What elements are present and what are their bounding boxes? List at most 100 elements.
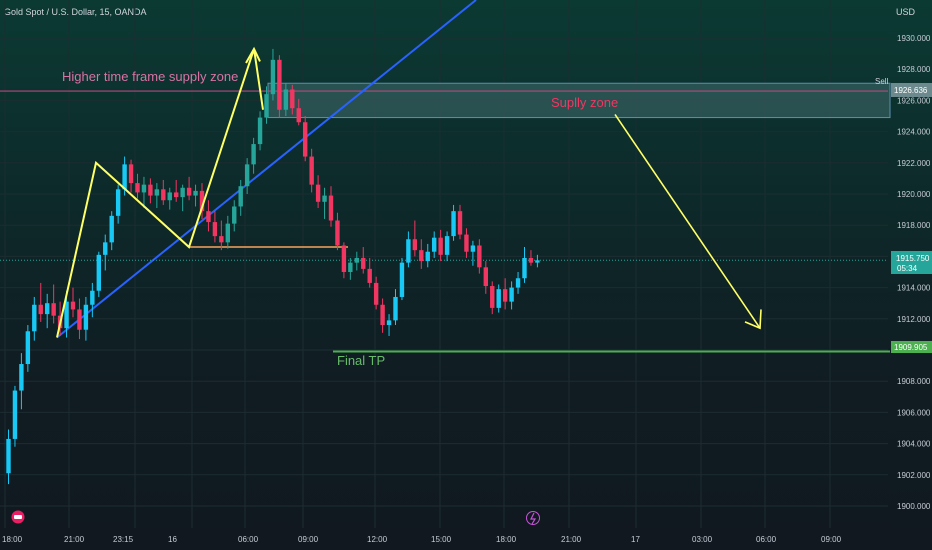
price-tick: 1906.000 bbox=[897, 408, 931, 417]
candle-body bbox=[528, 257, 534, 263]
price-tick: 1914.000 bbox=[897, 284, 931, 293]
countdown-tag: 05:34 bbox=[897, 264, 918, 273]
time-tick: 21:00 bbox=[561, 535, 582, 544]
price-tick: 1912.000 bbox=[897, 315, 931, 324]
supply-zone-rect[interactable] bbox=[267, 82, 891, 119]
candle-body bbox=[283, 89, 289, 110]
candle-body bbox=[399, 262, 405, 297]
candle-body bbox=[444, 236, 450, 255]
time-tick: 15:00 bbox=[431, 535, 452, 544]
time-tick: 09:00 bbox=[298, 535, 319, 544]
time-tick: 21:00 bbox=[64, 535, 85, 544]
candle-body bbox=[174, 192, 179, 198]
candle-body bbox=[212, 222, 218, 237]
candle-body bbox=[193, 190, 198, 196]
candle-body bbox=[477, 245, 482, 268]
candle-body bbox=[438, 237, 443, 255]
price-tick: 1926.000 bbox=[897, 96, 931, 105]
candle-body bbox=[277, 59, 282, 110]
candle-body bbox=[232, 206, 237, 224]
candle-body bbox=[315, 184, 321, 202]
candle-body bbox=[180, 187, 185, 198]
candle-body bbox=[303, 122, 308, 157]
candle-body bbox=[186, 187, 192, 196]
candle-body bbox=[290, 89, 295, 109]
price-tick: 1924.000 bbox=[897, 128, 931, 137]
candle-body bbox=[135, 183, 140, 193]
currency-label: USD bbox=[896, 7, 916, 17]
time-tick: 18:00 bbox=[496, 535, 517, 544]
trend-line[interactable] bbox=[56, 0, 477, 339]
price-tick: 1920.000 bbox=[897, 190, 931, 199]
candle-body bbox=[496, 289, 501, 308]
candle-body bbox=[483, 267, 488, 287]
current-price-tag: 1915.750 bbox=[896, 254, 930, 263]
candle-body bbox=[522, 257, 527, 279]
current-price-tag-bg bbox=[891, 251, 932, 274]
candle-body bbox=[167, 192, 172, 201]
time-tick: 03:00 bbox=[692, 535, 713, 544]
price-tick: 1922.000 bbox=[897, 159, 931, 168]
candle-body bbox=[425, 251, 430, 262]
candle-body bbox=[38, 304, 43, 315]
candle-body bbox=[535, 260, 540, 263]
candle-body bbox=[457, 211, 463, 235]
time-axis: 18:00 21:00 23:15 16 06:00 09:00 12:00 15:00 18:… bbox=[2, 535, 842, 544]
candle-body bbox=[154, 189, 160, 196]
candle-body bbox=[328, 195, 334, 221]
tp-price-tag: 1909.905 bbox=[894, 343, 928, 352]
candle-body bbox=[257, 117, 263, 145]
candle-body bbox=[270, 59, 276, 95]
candle-body bbox=[25, 331, 31, 365]
time-tick: 16 bbox=[168, 535, 177, 544]
time-tick: 23:15 bbox=[113, 535, 134, 544]
projection-arrow[interactable] bbox=[614, 113, 761, 329]
time-tick: 06:00 bbox=[238, 535, 259, 544]
candle-body bbox=[51, 303, 56, 316]
candle-body bbox=[380, 304, 385, 326]
sell-label: Sell bbox=[875, 77, 889, 86]
final-tp-label: Final TP bbox=[337, 353, 385, 368]
price-tick: 1900.000 bbox=[897, 502, 931, 511]
candle-body bbox=[251, 144, 256, 165]
time-tick: 09:00 bbox=[821, 535, 842, 544]
candle-body bbox=[406, 239, 411, 263]
candle-body bbox=[32, 304, 37, 332]
candle-body bbox=[64, 301, 69, 329]
candle-body bbox=[373, 282, 379, 305]
candle-body bbox=[103, 242, 108, 255]
candle-body bbox=[122, 164, 127, 190]
candle-body bbox=[161, 189, 166, 201]
candle-body bbox=[348, 262, 353, 272]
candle-body bbox=[19, 364, 24, 391]
lightning-icon[interactable] bbox=[526, 511, 540, 525]
price-tick: 1918.000 bbox=[897, 221, 931, 230]
candle-body bbox=[393, 296, 398, 321]
candle-body bbox=[432, 237, 437, 252]
candle-body bbox=[70, 301, 76, 310]
candle-body bbox=[296, 108, 301, 123]
candle-body bbox=[225, 223, 230, 243]
candle-body bbox=[141, 184, 147, 193]
candle-body bbox=[464, 234, 469, 252]
candle-body bbox=[451, 211, 456, 237]
time-tick: 06:00 bbox=[756, 535, 777, 544]
candle-body bbox=[77, 309, 82, 330]
candle-body bbox=[6, 438, 11, 474]
yellow-zigzag[interactable] bbox=[56, 48, 264, 338]
time-tick: 12:00 bbox=[367, 535, 388, 544]
candle-body bbox=[244, 164, 250, 187]
candle-body bbox=[45, 303, 50, 315]
candle-body bbox=[335, 220, 340, 246]
candle-body bbox=[128, 164, 134, 184]
candle-body bbox=[322, 195, 327, 202]
tradingview-logo[interactable] bbox=[11, 510, 25, 524]
price-tick: 1902.000 bbox=[897, 471, 931, 480]
candle-body bbox=[199, 190, 205, 212]
sell-price-tag-bg bbox=[891, 83, 932, 97]
candle-body bbox=[109, 215, 114, 243]
candle-body bbox=[115, 189, 121, 216]
candle-body bbox=[90, 290, 95, 305]
